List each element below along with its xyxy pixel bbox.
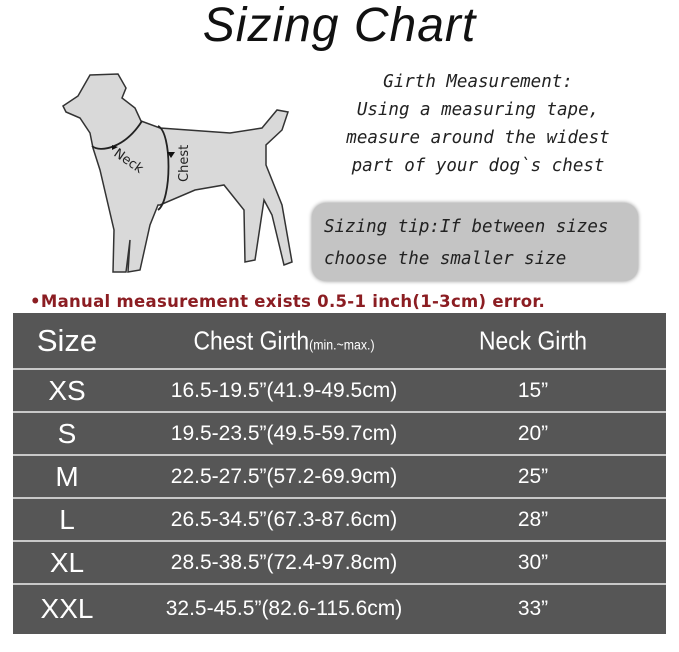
girth-measurement-instructions: Girth Measurement: Using a measuring tap… [318, 68, 638, 180]
girth-line: measure around the widest [346, 128, 610, 148]
neck-cell: 25” [517, 464, 549, 488]
neck-cell: 20” [517, 421, 549, 445]
dog-silhouette [62, 73, 293, 273]
header-chest: Chest Girth(min.~max.) [193, 325, 374, 356]
table-row: L 26.5-34.5”(67.3-87.6cm) 28” [13, 499, 666, 542]
table-header: Size Chest Girth(min.~max.) Neck Girth [13, 313, 666, 370]
girth-heading: Girth Measurement: [383, 72, 573, 92]
sizing-tip-line: choose the smaller size [324, 249, 567, 269]
dog-measurement-diagram: Neck Chest [62, 73, 293, 273]
neck-cell: 33” [517, 596, 549, 620]
chest-cell: 16.5-19.5”(41.9-49.5cm) [170, 378, 398, 402]
neck-cell: 30” [517, 550, 549, 574]
header-chest-label: Chest Girth [193, 325, 310, 355]
measurement-error-note: •Manual measurement exists 0.5-1 inch(1-… [30, 292, 546, 311]
header-size: Size [36, 322, 98, 358]
size-cell: L [59, 503, 75, 535]
table-row: XL 28.5-38.5”(72.4-97.8cm) 30” [13, 542, 666, 585]
table-row: S 19.5-23.5”(49.5-59.7cm) 20” [13, 413, 666, 456]
size-table: Size Chest Girth(min.~max.) Neck Girth X… [13, 313, 666, 634]
page-title: Sizing Chart [202, 0, 477, 52]
neck-cell: 28” [517, 507, 549, 531]
girth-line: part of your dog`s chest [351, 156, 605, 176]
chest-cell: 19.5-23.5”(49.5-59.7cm) [170, 421, 398, 445]
header-neck: Neck Girth [478, 325, 588, 355]
chest-cell: 22.5-27.5”(57.2-69.9cm) [170, 464, 398, 488]
girth-line: Using a measuring tape, [356, 100, 600, 120]
chest-loop [157, 125, 170, 211]
chest-arrow-icon [167, 152, 175, 158]
chest-cell: 32.5-45.5”(82.6-115.6cm) [165, 596, 403, 620]
size-cell: XXL [40, 592, 94, 624]
sizing-tip-box: Sizing tip:If between sizes choose the s… [312, 203, 638, 281]
header-chest-sub: (min.~max.) [309, 336, 375, 352]
table-row: M 22.5-27.5”(57.2-69.9cm) 25” [13, 456, 666, 499]
neck-cell: 15” [517, 378, 549, 402]
table-row: XS 16.5-19.5”(41.9-49.5cm) 15” [13, 370, 666, 413]
size-cell: M [55, 460, 79, 492]
neck-arrow-icon [112, 145, 118, 150]
chest-cell: 26.5-34.5”(67.3-87.6cm) [170, 507, 398, 531]
size-cell: XS [48, 374, 86, 406]
chest-label: Chest [177, 145, 192, 182]
size-cell: XL [49, 546, 85, 578]
sizing-tip-line: Sizing tip:If between sizes [324, 217, 609, 237]
size-cell: S [57, 417, 77, 449]
chest-cell: 28.5-38.5”(72.4-97.8cm) [170, 550, 398, 574]
table-row: XXL 32.5-45.5”(82.6-115.6cm) 33” [13, 585, 666, 632]
